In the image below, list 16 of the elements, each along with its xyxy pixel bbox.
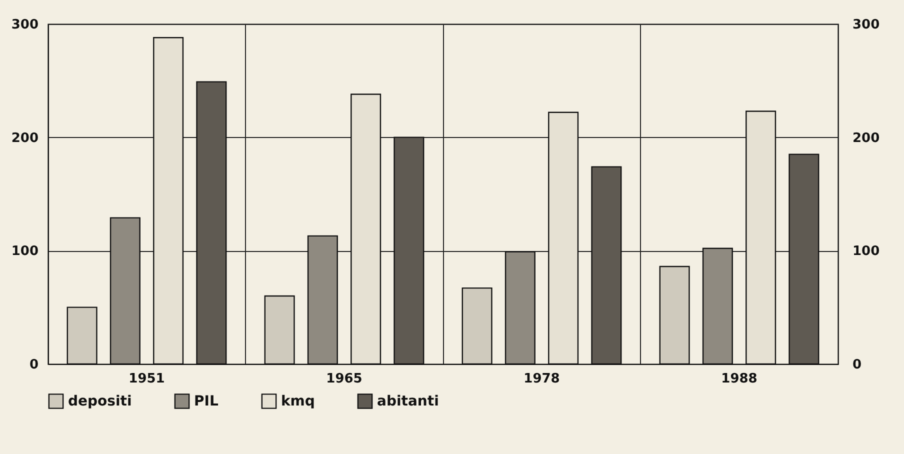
y2-tick-label: 100 [852, 244, 880, 260]
y2-tick-label: 300 [852, 18, 880, 32]
y-tick-label: 100 [11, 244, 38, 260]
y-tick-label: 0 [29, 358, 38, 372]
y2-tick-label: 0 [852, 358, 862, 372]
x-tick-label: 1978 [524, 372, 560, 386]
x-tick-label: 1965 [326, 372, 362, 386]
y2-tick-label: 200 [852, 130, 880, 146]
x-tick-label: 1988 [721, 372, 758, 386]
legend-label: abitanti [377, 393, 439, 410]
y-tick-label: 300 [11, 18, 38, 32]
legend-label: depositi [68, 393, 132, 410]
y-tick-label: 200 [11, 130, 38, 146]
legend-label: PIL [194, 393, 218, 410]
legend-label: kmq [281, 393, 315, 410]
x-tick-label: 1951 [128, 372, 165, 386]
